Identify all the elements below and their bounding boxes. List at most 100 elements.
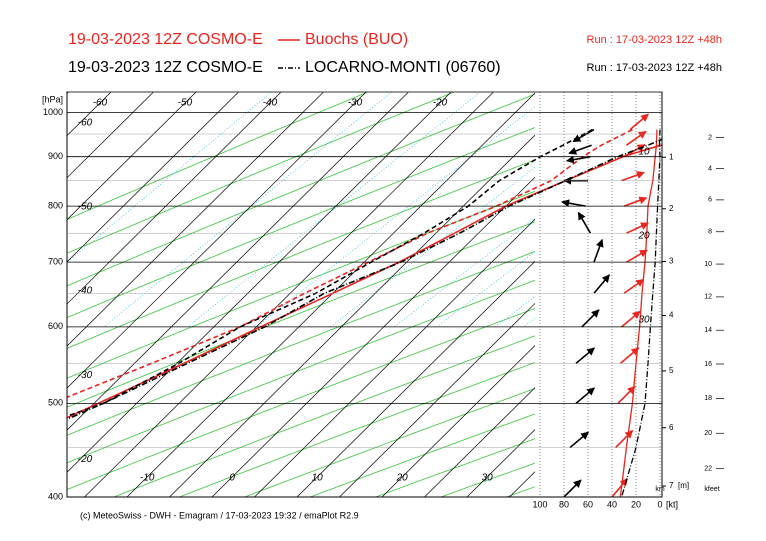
- dewpoint-curve: [67, 128, 633, 399]
- isotherm: [254, 218, 535, 497]
- y-tick-label: 800: [48, 200, 63, 210]
- isotherm: [424, 387, 535, 497]
- km-label: km: [655, 486, 665, 493]
- kfeet-tick-label: 16: [704, 361, 712, 368]
- y-tick-label: 1000: [43, 107, 63, 117]
- profile-label: 30: [638, 315, 650, 326]
- kfeet-tick-label: 2: [708, 134, 712, 141]
- kfeet-tick-label: 10: [704, 261, 712, 268]
- isotherm: [67, 92, 154, 179]
- profile-label: 20: [637, 231, 650, 242]
- dry-adiabat: [67, 279, 535, 464]
- wind-arrow: [569, 431, 589, 449]
- wind-tick-label: 40: [607, 499, 617, 509]
- wind-arrow: [575, 347, 595, 364]
- wind-tick-label: 60: [583, 499, 593, 509]
- wind-arrow: [623, 278, 645, 294]
- x-tick-label: -50: [178, 98, 193, 109]
- wind-tick-label: 20: [631, 499, 641, 509]
- isotherm: [637, 92, 766, 497]
- wind-arrow: [561, 199, 586, 208]
- mixing-ratio: [330, 166, 535, 328]
- dry-adiabat: [67, 92, 369, 220]
- x-tick-label: 0: [229, 473, 235, 484]
- km-tick-label: 2: [669, 204, 674, 213]
- model-label: 19-03-2023 12Z COSMO-E: [68, 31, 263, 48]
- profile-label: 10: [638, 147, 650, 158]
- kfeet-tick-label: 6: [708, 197, 712, 204]
- isotherm: [296, 260, 535, 497]
- dry-adiabat: [67, 159, 535, 349]
- thermo-grid: [67, 92, 766, 497]
- dry-adiabat: [67, 127, 535, 319]
- wind-arrow: [572, 128, 595, 143]
- dry-adiabat: [67, 251, 535, 436]
- isotherm: [169, 134, 535, 497]
- kfeet-tick-label: 18: [704, 395, 712, 402]
- model-label: 19-03-2023 12Z COSMO-E: [68, 59, 263, 76]
- kfeet-tick-label: 4: [708, 165, 712, 172]
- dry-adiabat: [113, 335, 535, 497]
- legend-label: LOCARNO-MONTI (06760): [305, 59, 501, 76]
- wind-arrow: [617, 385, 636, 404]
- wind-tick-label: 100: [532, 499, 547, 509]
- y-tick-label: 600: [48, 321, 63, 331]
- mixing-ratio: [67, 92, 272, 264]
- isotherm: [67, 92, 239, 263]
- mixing-ratio: [436, 251, 535, 328]
- x-tick-label: 30: [482, 473, 494, 484]
- isotherm: [680, 92, 766, 497]
- x-tick-label: -30: [78, 370, 93, 381]
- dry-adiabat: [67, 308, 535, 490]
- dry-adiabat: [67, 92, 455, 254]
- km-tick-label: 1: [669, 152, 674, 161]
- wind-arrow: [629, 113, 649, 131]
- dry-adiabat: [67, 221, 535, 408]
- temperature-curve: [67, 143, 662, 419]
- km-tick-label: 6: [669, 423, 674, 432]
- y-axis-label: [hPa]: [42, 94, 63, 104]
- x-tick-label: -20: [78, 454, 93, 465]
- isotherm: [381, 345, 535, 497]
- kfeet-label: kfeet: [704, 486, 719, 493]
- wind-arrow: [577, 211, 592, 234]
- dry-adiabat: [637, 92, 766, 497]
- dry-adiabat: [179, 362, 535, 497]
- isotherm: [466, 429, 535, 497]
- wind-arrow: [619, 347, 640, 364]
- wind-arrow: [575, 387, 595, 404]
- kfeet-tick-label: 14: [704, 327, 712, 334]
- wind-arrow: [593, 274, 611, 294]
- wind-arrow: [623, 143, 646, 158]
- dry-adiabat: [244, 388, 535, 497]
- y-tick-label: 500: [48, 398, 63, 408]
- wind-arrow: [626, 249, 648, 263]
- wind-arrow: [621, 171, 645, 182]
- dry-adiabat: [703, 92, 766, 497]
- dry-adiabat: [440, 462, 535, 497]
- wind-arrow: [568, 144, 592, 155]
- isotherm: [67, 92, 452, 473]
- kfeet-tick-label: 20: [704, 430, 712, 437]
- mixing-ratio: [256, 105, 535, 328]
- dewpoint-curve: [67, 128, 593, 417]
- wind-unit: [kt]: [666, 499, 678, 509]
- isotherm: [211, 176, 535, 497]
- run-label: Run : 17-03-2023 12Z +48h: [587, 62, 722, 74]
- wind-arrow: [626, 222, 649, 234]
- y-tick-label: 700: [48, 257, 63, 267]
- x-tick-label: -60: [93, 98, 108, 109]
- x-tick-label: 20: [396, 473, 409, 484]
- km-tick-label: 5: [669, 366, 674, 375]
- isotherm: [339, 302, 535, 497]
- y-tick-label: 900: [48, 151, 63, 161]
- wind-arrow: [565, 155, 591, 164]
- y-tick-label: 400: [48, 491, 63, 501]
- wind-arrow: [593, 238, 604, 263]
- isotherm: [67, 92, 324, 347]
- wind-arrow: [581, 309, 600, 328]
- wind-arrow: [625, 130, 647, 146]
- wind-arrow: [623, 196, 648, 207]
- wind-tick-label: 0: [657, 499, 662, 509]
